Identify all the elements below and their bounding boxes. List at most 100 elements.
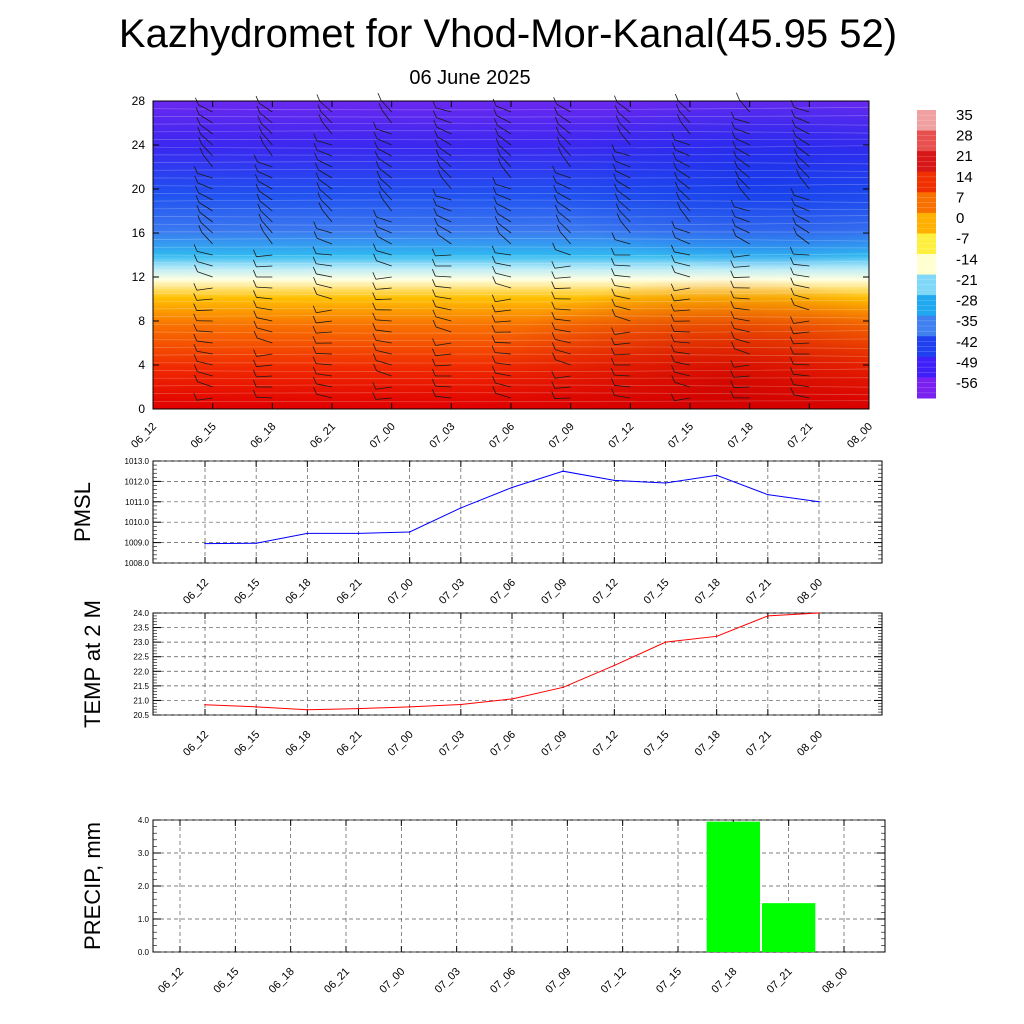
wind-barb-feather — [675, 103, 680, 112]
contour-line — [152, 199, 870, 203]
x-tick-label: 07_09 — [547, 421, 577, 451]
wind-barb — [316, 383, 333, 388]
wind-barb — [260, 122, 273, 135]
x-tick-label: 07_21 — [744, 729, 774, 759]
y-tick-label: 2.0 — [138, 882, 150, 891]
wind-barb — [435, 107, 452, 113]
x-tick-label: 06_21 — [322, 966, 352, 996]
wind-barb — [198, 114, 213, 124]
wind-barb — [376, 128, 392, 135]
wind-barb — [258, 190, 273, 201]
wind-barb-feather — [792, 217, 797, 225]
wind-barb — [381, 109, 392, 124]
wind-barb — [495, 362, 512, 366]
wind-barb-feather — [494, 216, 499, 224]
x-tick-label: 07_12 — [590, 729, 620, 759]
wind-barb — [318, 179, 333, 190]
wind-barb-feather — [615, 203, 620, 211]
data-point — [408, 531, 411, 533]
wind-barb — [440, 176, 452, 190]
wind-barb — [733, 265, 750, 268]
wind-barb — [316, 253, 333, 256]
wind-barb-feather — [790, 367, 794, 375]
x-tick-label: 07_15 — [666, 421, 696, 451]
wind-barb-feather — [614, 183, 618, 191]
wind-barb-feather — [254, 174, 259, 182]
wind-barb-feather — [193, 323, 198, 332]
wind-barb-feather — [730, 390, 735, 398]
wind-barb — [554, 339, 571, 344]
contour-line — [152, 285, 870, 287]
wind-barb — [674, 351, 691, 355]
wind-barb — [614, 331, 631, 335]
wind-barb-feather — [253, 310, 258, 318]
wind-barb — [798, 166, 810, 179]
y-axis-title: TEMP at 2 M — [80, 600, 105, 728]
wind-barb-feather — [731, 341, 735, 349]
wind-barb — [619, 132, 631, 146]
wind-barb-feather — [731, 121, 735, 129]
wind-barb-feather — [611, 337, 615, 345]
wind-barb-feather — [432, 348, 436, 356]
wind-barb — [436, 214, 452, 223]
wind-barb-feather — [612, 154, 616, 162]
wind-barb-feather — [193, 303, 198, 311]
wind-barb — [258, 180, 273, 190]
pmsl-panel: 1008.0 1009.0 1010.0 1011.0 1012.0 1013.0 06_1… — [70, 457, 883, 607]
wind-barb-feather — [493, 108, 498, 116]
wind-barb-feather — [252, 369, 257, 377]
wind-barb-feather — [253, 349, 257, 357]
wind-barb — [262, 230, 273, 245]
wind-barb-feather — [671, 364, 675, 373]
wind-barb-feather — [790, 387, 795, 395]
wind-barb — [793, 253, 810, 256]
wind-barb-feather — [433, 208, 438, 216]
wind-barb-feather — [552, 352, 556, 360]
contour-line — [152, 169, 870, 172]
wind-barb-feather — [377, 92, 382, 101]
colorbar-label: 14 — [956, 169, 973, 186]
colorbar-swatch — [917, 171, 936, 193]
x-tick-label: 07_06 — [487, 421, 517, 451]
wind-barb — [617, 200, 631, 212]
wind-barb-feather — [796, 169, 800, 177]
wind-barb-feather — [431, 248, 436, 256]
wind-barb-feather — [790, 277, 795, 285]
contour-line — [152, 253, 870, 257]
y-tick-label: 4.0 — [138, 816, 150, 825]
data-point — [562, 686, 564, 689]
wind-barb — [319, 189, 333, 201]
wind-barb — [678, 100, 691, 113]
x-tick-label: 07_21 — [785, 421, 815, 451]
wind-barb — [614, 151, 631, 157]
wind-barb — [316, 283, 333, 289]
wind-barb-feather — [257, 203, 262, 212]
wind-barb-feather — [791, 207, 796, 215]
wind-barb — [319, 101, 333, 113]
wind-barb-feather — [495, 138, 500, 146]
x-tick-label: 07_18 — [709, 966, 739, 996]
y-tick-label: 22.5 — [133, 653, 149, 662]
wind-barb — [674, 139, 691, 146]
wind-barb — [316, 228, 333, 234]
wind-barb — [555, 349, 571, 355]
wind-barb — [794, 116, 810, 124]
wind-barb-feather — [791, 119, 796, 127]
wind-barb-feather — [377, 180, 382, 189]
wind-barb-feather — [493, 196, 498, 204]
wind-barb-feather — [193, 244, 198, 252]
wind-barb-feather — [551, 381, 556, 389]
y-tick-label: 1013.0 — [125, 457, 150, 466]
wind-barb-feather — [312, 325, 317, 334]
wind-barb — [555, 172, 571, 179]
wind-barb-feather — [492, 186, 497, 195]
wind-barb — [256, 317, 273, 322]
wind-barb-feather — [794, 149, 798, 157]
wind-barb — [378, 157, 392, 168]
wind-barb — [794, 214, 810, 223]
wind-barb-feather — [259, 135, 264, 144]
wind-barb-feather — [553, 185, 558, 193]
wind-barb-feather — [492, 177, 497, 185]
x-tick-label: 08_00 — [795, 577, 825, 607]
wind-barb — [733, 254, 750, 258]
